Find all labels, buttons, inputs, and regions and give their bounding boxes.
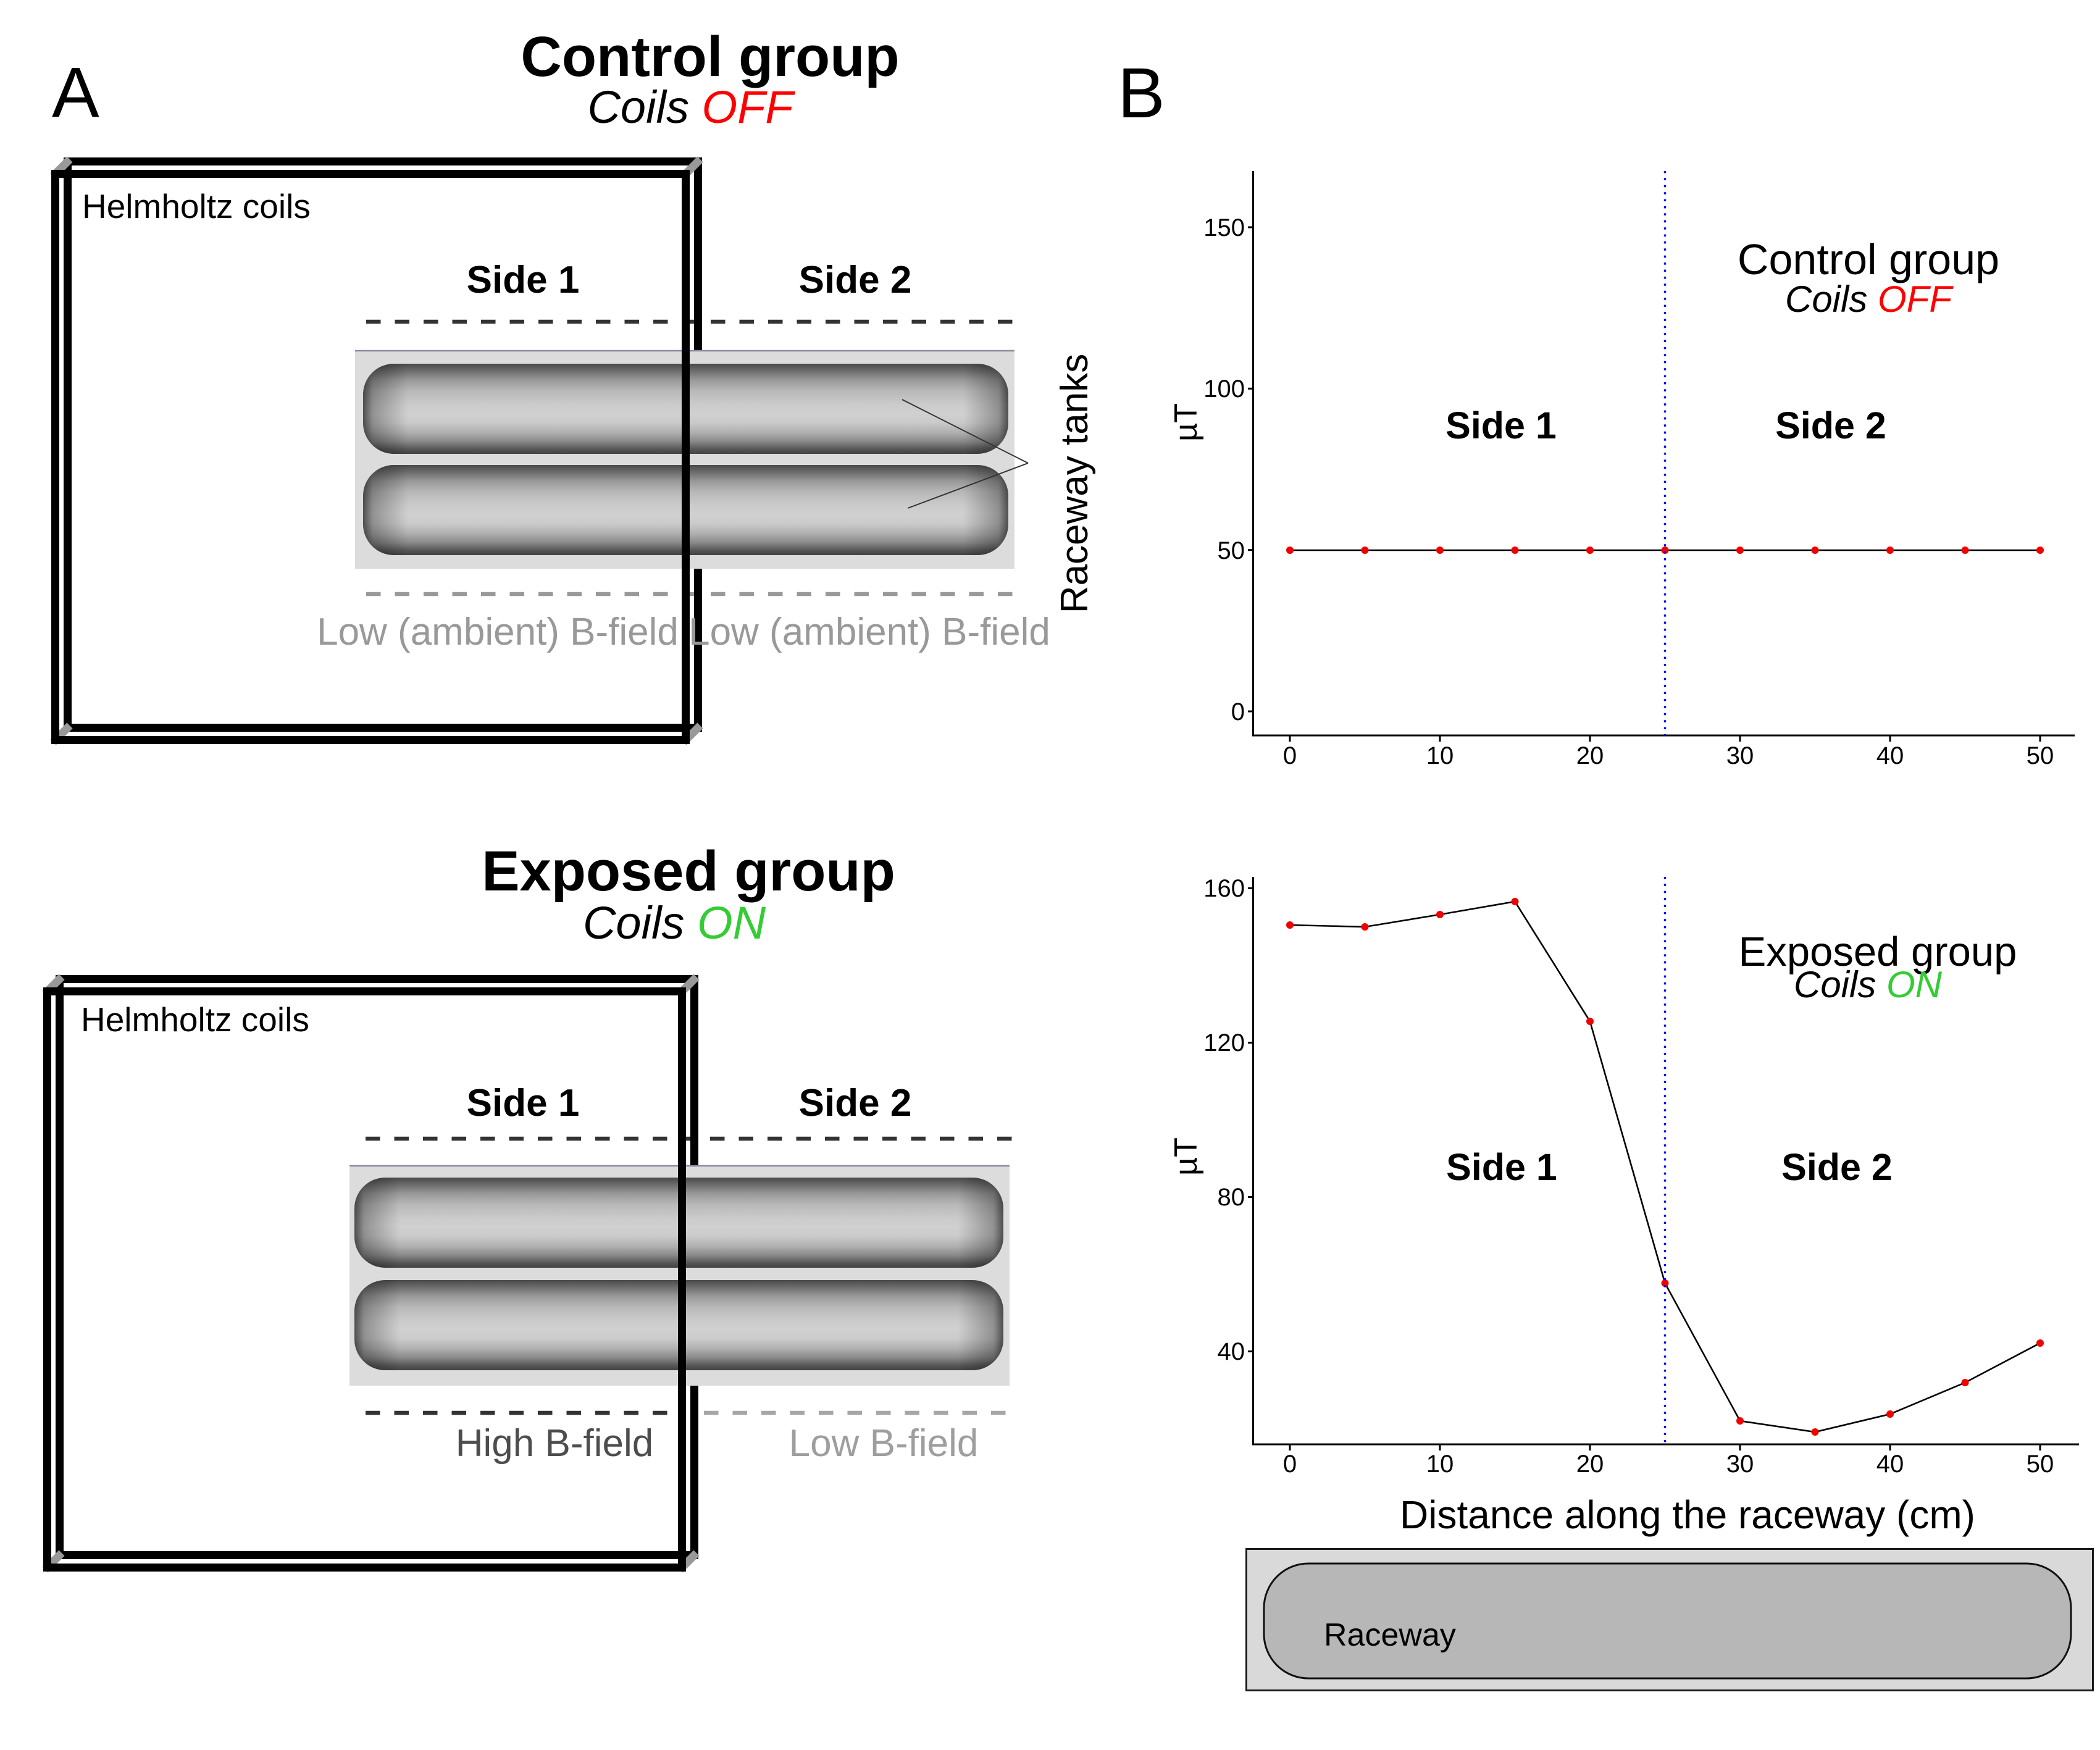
- svg-text:Exposed group: Exposed group: [1739, 929, 2017, 975]
- svg-text:Control group: Control group: [1738, 235, 1999, 283]
- svg-text:10: 10: [1426, 1451, 1454, 1478]
- svg-text:Side 2: Side 2: [799, 259, 912, 301]
- svg-text:30: 30: [1726, 1451, 1754, 1478]
- svg-text:Side 2: Side 2: [1781, 1146, 1893, 1188]
- svg-text:Distance along the raceway (cm: Distance along the raceway (cm): [1400, 1493, 1975, 1537]
- svg-text:Side 1: Side 1: [467, 1082, 580, 1124]
- svg-text:Coils OFF: Coils OFF: [1785, 278, 1954, 320]
- svg-text:Low (ambient) B-field: Low (ambient) B-field: [317, 611, 679, 653]
- svg-text:20: 20: [1576, 1451, 1604, 1478]
- svg-text:80: 80: [1218, 1184, 1245, 1211]
- svg-text:Side 1: Side 1: [1445, 404, 1557, 446]
- svg-text:Helmholtz coils: Helmholtz coils: [81, 1000, 309, 1039]
- svg-text:Raceway tanks: Raceway tanks: [1053, 354, 1096, 613]
- svg-text:50: 50: [1218, 537, 1245, 564]
- svg-text:A: A: [52, 53, 99, 132]
- svg-text:µT: µT: [1168, 403, 1204, 442]
- svg-text:30: 30: [1726, 742, 1754, 769]
- svg-text:0: 0: [1283, 742, 1297, 769]
- svg-text:Raceway: Raceway: [1324, 1617, 1456, 1653]
- svg-text:0: 0: [1283, 1451, 1297, 1478]
- svg-text:Coils ON: Coils ON: [583, 897, 766, 948]
- svg-text:Helmholtz coils: Helmholtz coils: [82, 187, 311, 225]
- svg-text:Coils ON: Coils ON: [1794, 964, 1943, 1005]
- svg-text:Low B-field: Low B-field: [789, 1422, 979, 1465]
- svg-text:100: 100: [1203, 375, 1245, 403]
- svg-text:Side 1: Side 1: [467, 259, 580, 301]
- svg-text:40: 40: [1218, 1338, 1245, 1365]
- svg-text:0: 0: [1231, 698, 1245, 726]
- svg-text:B: B: [1118, 54, 1165, 133]
- svg-text:50: 50: [2027, 1451, 2054, 1478]
- svg-text:20: 20: [1576, 742, 1604, 769]
- svg-text:40: 40: [1876, 1451, 1904, 1478]
- svg-text:Exposed group: Exposed group: [482, 840, 895, 903]
- svg-text:50: 50: [2027, 742, 2054, 769]
- svg-text:Side 2: Side 2: [799, 1082, 912, 1124]
- svg-text:Side 1: Side 1: [1446, 1146, 1557, 1188]
- svg-text:Low (ambient) B-field: Low (ambient) B-field: [688, 611, 1050, 653]
- svg-text:Control group: Control group: [521, 25, 899, 88]
- svg-text:40: 40: [1876, 742, 1904, 769]
- svg-text:10: 10: [1426, 742, 1454, 769]
- svg-text:Side 2: Side 2: [1775, 404, 1886, 446]
- svg-text:High B-field: High B-field: [456, 1422, 653, 1465]
- svg-text:µT: µT: [1168, 1137, 1204, 1176]
- svg-text:Coils OFF: Coils OFF: [587, 82, 795, 133]
- svg-text:150: 150: [1203, 214, 1245, 241]
- svg-text:160: 160: [1203, 875, 1245, 902]
- svg-text:120: 120: [1203, 1029, 1245, 1057]
